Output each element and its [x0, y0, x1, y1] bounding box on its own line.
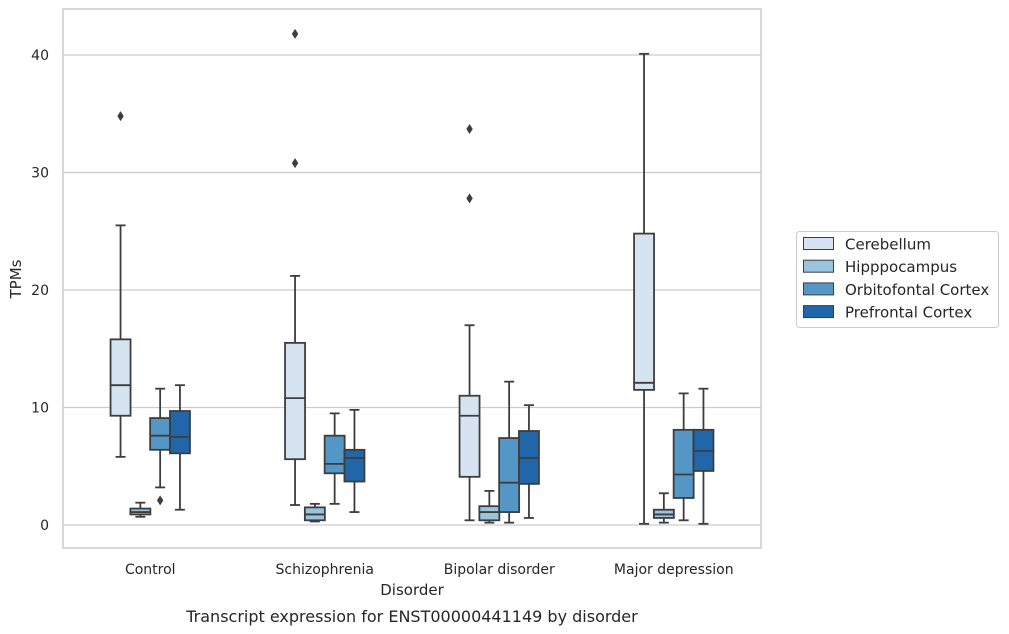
- y-tick-label: 30: [31, 166, 49, 182]
- box-prefrontal-cortex-0: [169, 384, 191, 511]
- legend-label: Hipppocampus: [845, 258, 957, 276]
- box-iqr: [672, 428, 695, 499]
- box-orbitofontal-cortex-0: [149, 387, 172, 506]
- outlier-point: [291, 28, 299, 39]
- box-prefrontal-cortex-2: [518, 404, 540, 519]
- box-hipppocampus-0: [129, 501, 152, 518]
- legend-label: Cerebellum: [845, 236, 931, 254]
- box-prefrontal-cortex-3: [692, 387, 715, 525]
- legend-frame: [796, 231, 999, 328]
- legend-swatch: [803, 282, 834, 296]
- outlier-point: [291, 158, 299, 169]
- box-cerebellum-2: [458, 124, 481, 522]
- box-iqr: [149, 417, 172, 451]
- box-iqr: [478, 505, 501, 522]
- x-axis-label: Disorder: [380, 581, 444, 599]
- y-tick-label: 40: [31, 48, 49, 64]
- y-tick-label: 20: [31, 283, 49, 299]
- outlier-point: [466, 193, 473, 204]
- box-cerebellum-0: [109, 111, 132, 458]
- legend-label: Prefrontal Cortex: [845, 304, 972, 322]
- box-orbitofontal-cortex-2: [498, 380, 521, 524]
- box-cerebellum-1: [284, 28, 306, 506]
- box-iqr: [169, 410, 191, 455]
- outlier-point: [117, 111, 124, 122]
- box-iqr: [498, 437, 521, 513]
- x-axis-ticks: Control Schizophrenia Bipolar disorder Majo…: [125, 562, 734, 578]
- legend-label: Orbitofontal Cortex: [845, 281, 989, 299]
- box-cerebellum-3: [633, 52, 655, 525]
- y-axis-label: TPMs: [7, 259, 25, 299]
- legend-swatch: [803, 259, 834, 273]
- box-iqr: [633, 232, 655, 391]
- box-orbitofontal-cortex-3: [672, 392, 695, 522]
- legend-swatch: [803, 237, 834, 250]
- box-iqr: [323, 434, 346, 475]
- x-tick-label: Major depression: [614, 562, 734, 578]
- legend-swatch: [803, 305, 834, 319]
- boxes: [109, 28, 715, 525]
- outlier-point: [156, 495, 164, 506]
- box-hipppocampus-2: [478, 490, 501, 524]
- box-prefrontal-cortex-1: [343, 408, 366, 513]
- box-hipppocampus-1: [303, 502, 326, 523]
- box-iqr: [284, 341, 306, 461]
- x-tick-label: Bipolar disorder: [444, 562, 555, 578]
- legend: Cerebellum Hipppocampus Orbitofontal Corte…: [796, 231, 999, 328]
- box-hipppocampus-3: [652, 492, 675, 524]
- outlier-point: [466, 124, 473, 135]
- x-tick-label: Schizophrenia: [276, 562, 374, 578]
- figure-caption: Transcript expression for ENST0000044114…: [185, 607, 638, 626]
- box-iqr: [109, 338, 132, 417]
- y-tick-label: 10: [31, 401, 49, 417]
- x-tick-label: Control: [125, 562, 176, 578]
- y-axis-ticks: 0 10 20 30 40: [31, 48, 49, 534]
- grid: [63, 54, 761, 526]
- box-orbitofontal-cortex-1: [323, 412, 346, 505]
- y-tick-label: 0: [40, 518, 49, 534]
- plot-frame: [62, 8, 762, 549]
- box-iqr: [458, 394, 481, 478]
- box-iqr: [343, 448, 366, 483]
